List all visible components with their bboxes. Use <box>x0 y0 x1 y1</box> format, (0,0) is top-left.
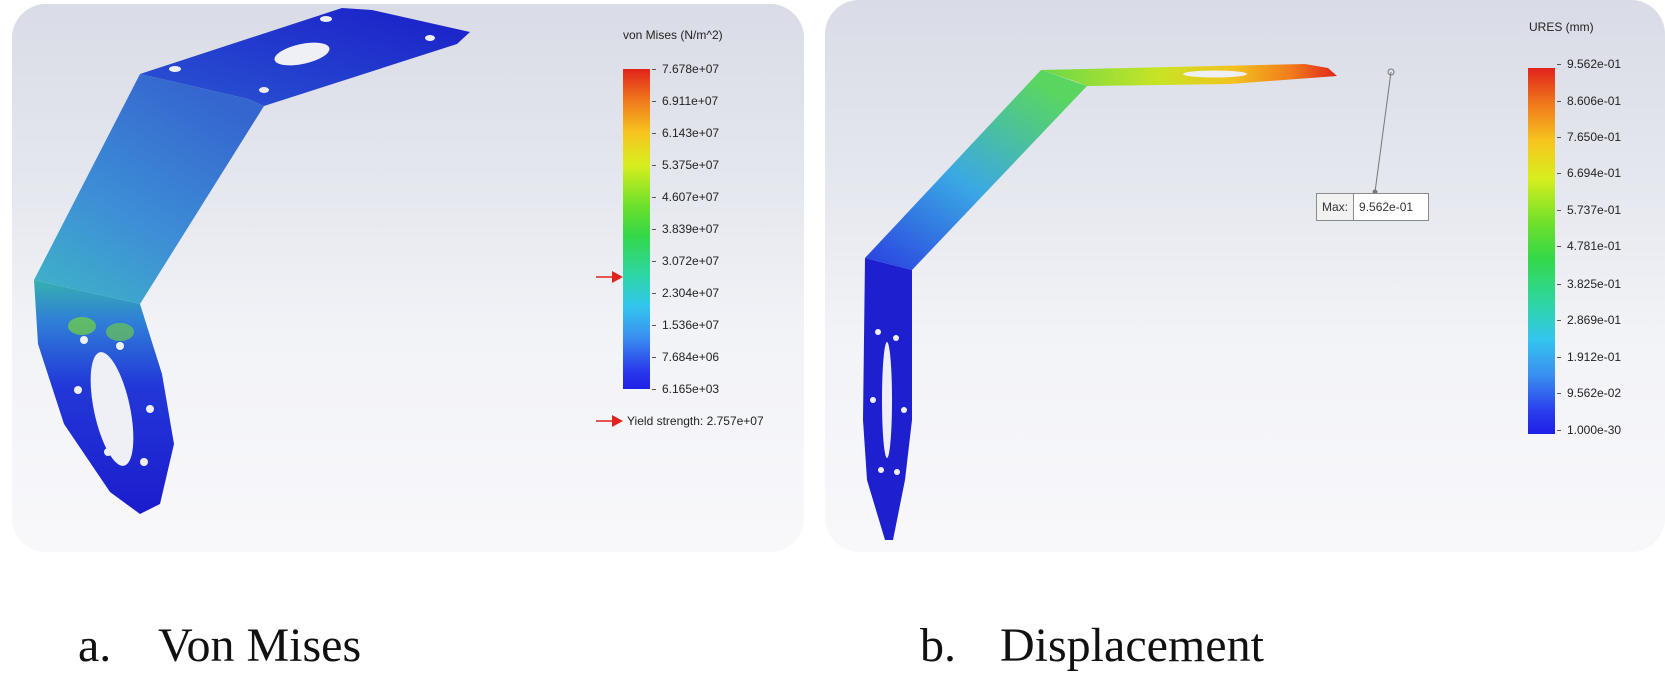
displacement-colorbar <box>1528 68 1555 434</box>
legend-title: URES (mm) <box>1529 20 1594 34</box>
caption-displacement: b. Displacement <box>920 618 1264 673</box>
caption-von-mises: a. Von Mises <box>78 618 361 673</box>
bracket-displacement-model <box>863 64 1395 540</box>
caption-letter: a. <box>78 619 112 672</box>
max-callout-label: Max: <box>1317 194 1355 220</box>
tick-label: 3.825e-01 <box>1557 277 1621 291</box>
tick-label: 1.000e-30 <box>1557 423 1621 437</box>
yield-marker-arrow-icon <box>596 271 623 283</box>
tick-label: 7.684e+06 <box>652 350 719 364</box>
diagonal-arm <box>865 70 1087 270</box>
tick-label: 6.143e+07 <box>652 126 719 140</box>
tick-label: 7.678e+07 <box>652 62 719 76</box>
caption-text: Displacement <box>1000 619 1264 672</box>
tick-label: 6.911e+07 <box>652 94 718 108</box>
tick-label: 2.869e-01 <box>1557 313 1621 327</box>
tick-label: 5.737e-01 <box>1557 203 1621 217</box>
tick-label: 4.781e-01 <box>1557 239 1621 253</box>
max-leader-line <box>1374 71 1392 193</box>
yield-legend-arrow-icon <box>596 415 623 427</box>
tick-label: 1.536e+07 <box>652 318 719 332</box>
tick-label: 6.694e-01 <box>1557 166 1621 180</box>
tick-label: 7.650e-01 <box>1557 130 1621 144</box>
caption-text: Von Mises <box>158 619 362 672</box>
tick-label: 9.562e-01 <box>1557 57 1621 71</box>
bracket-stress-model <box>34 8 470 514</box>
tick-label: 6.165e+03 <box>652 382 719 396</box>
stress-colorbar <box>623 69 650 389</box>
tick-label: 4.607e+07 <box>652 190 719 204</box>
tick-label: 8.606e-01 <box>1557 94 1621 108</box>
max-value-callout: Max: 9.562e-01 <box>1316 193 1430 221</box>
max-callout-value: 9.562e-01 <box>1359 200 1414 214</box>
tick-label: 1.912e-01 <box>1557 350 1621 364</box>
tick-label: 9.562e-02 <box>1557 386 1621 400</box>
legend-title: von Mises (N/m^2) <box>623 28 723 42</box>
von-mises-plot-panel: von Mises (N/m^2) 7.678e+07 6.911e+07 6.… <box>12 4 804 552</box>
displacement-plot-panel: Max: 9.562e-01 URES (mm) 9.562e-01 8.606… <box>825 0 1665 552</box>
tick-label: 3.072e+07 <box>652 254 719 268</box>
yield-strength-label: Yield strength: 2.757e+07 <box>627 414 764 428</box>
tick-label: 2.304e+07 <box>652 286 719 300</box>
tick-label: 5.375e+07 <box>652 158 719 172</box>
diagonal-arm <box>34 74 264 304</box>
tick-label: 3.839e+07 <box>652 222 719 236</box>
caption-letter: b. <box>920 619 956 672</box>
